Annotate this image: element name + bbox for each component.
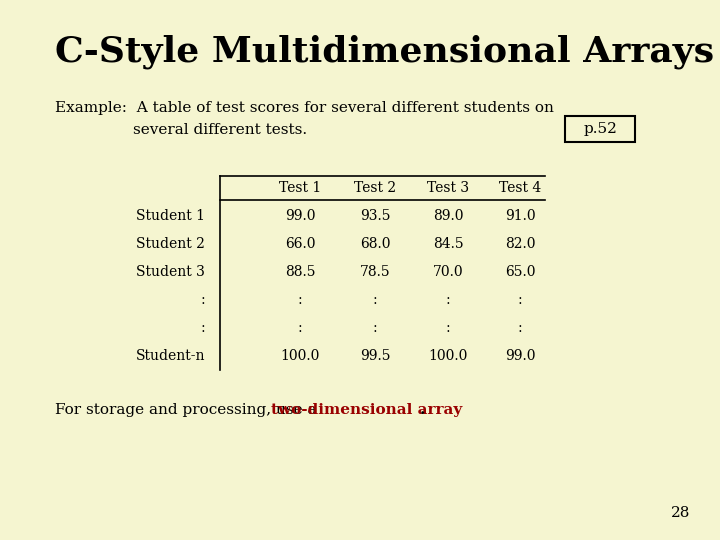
Text: For storage and processing, use a: For storage and processing, use a [55, 403, 321, 417]
Text: 68.0: 68.0 [360, 237, 390, 251]
Text: :: : [518, 293, 522, 307]
Text: :: : [373, 321, 377, 335]
Text: Test 3: Test 3 [427, 181, 469, 195]
Text: several different tests.: several different tests. [55, 123, 307, 137]
Text: 100.0: 100.0 [280, 349, 320, 363]
Text: 84.5: 84.5 [433, 237, 463, 251]
Text: p.52: p.52 [583, 122, 617, 136]
Text: Test 1: Test 1 [279, 181, 321, 195]
Text: :: : [446, 293, 450, 307]
Text: Student 2: Student 2 [136, 237, 205, 251]
Text: .: . [420, 403, 426, 417]
Text: 70.0: 70.0 [433, 265, 463, 279]
Text: 82.0: 82.0 [505, 237, 535, 251]
Text: :: : [200, 293, 205, 307]
Text: :: : [446, 321, 450, 335]
Text: :: : [373, 293, 377, 307]
Text: 66.0: 66.0 [284, 237, 315, 251]
Text: Student 3: Student 3 [136, 265, 205, 279]
Text: 78.5: 78.5 [360, 265, 390, 279]
Text: :: : [297, 293, 302, 307]
Text: 99.0: 99.0 [284, 209, 315, 223]
Text: 99.0: 99.0 [505, 349, 535, 363]
Text: 28: 28 [670, 506, 690, 520]
Text: two-dimensional array: two-dimensional array [271, 403, 462, 417]
Text: :: : [518, 321, 522, 335]
Text: 100.0: 100.0 [428, 349, 468, 363]
Text: 65.0: 65.0 [505, 265, 535, 279]
FancyBboxPatch shape [565, 116, 635, 142]
Text: Student 1: Student 1 [136, 209, 205, 223]
Text: :: : [297, 321, 302, 335]
Text: 91.0: 91.0 [505, 209, 535, 223]
Text: 99.5: 99.5 [360, 349, 390, 363]
Text: Test 4: Test 4 [499, 181, 541, 195]
Text: 93.5: 93.5 [360, 209, 390, 223]
Text: :: : [200, 321, 205, 335]
Text: C-Style Multidimensional Arrays: C-Style Multidimensional Arrays [55, 35, 714, 69]
Text: Student-n: Student-n [135, 349, 205, 363]
Text: Test 2: Test 2 [354, 181, 396, 195]
Text: 89.0: 89.0 [433, 209, 463, 223]
Text: 88.5: 88.5 [284, 265, 315, 279]
Text: Example:  A table of test scores for several different students on: Example: A table of test scores for seve… [55, 101, 554, 115]
